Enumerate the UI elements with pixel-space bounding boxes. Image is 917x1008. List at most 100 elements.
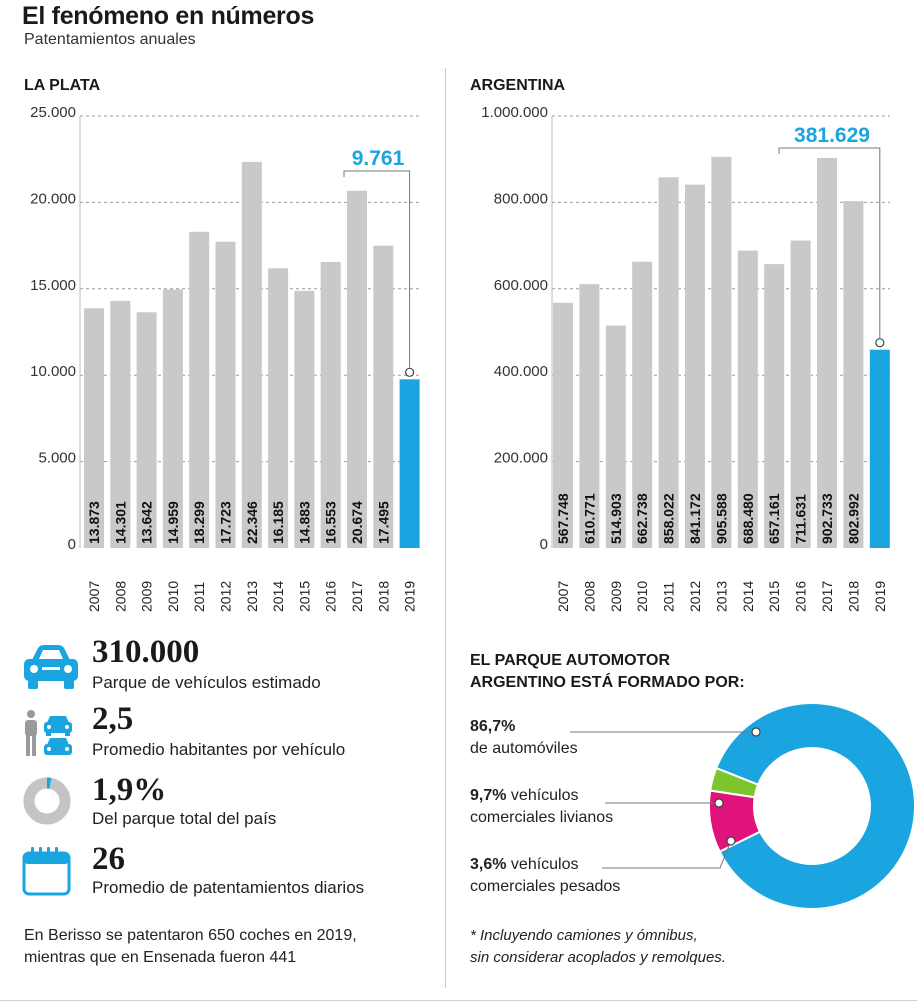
laplata-bar-2007: [84, 308, 104, 548]
argentina-ytick-label: 600.000: [494, 277, 548, 294]
segment-label-light: 9,7% vehículos comerciales livianos: [470, 785, 613, 829]
argentina-value-label: 662.738: [634, 493, 650, 544]
laplata-xtick-label: 2011: [191, 582, 207, 612]
laplata-value-label: 14.959: [165, 501, 181, 544]
laplata-value-label: 22.346: [244, 501, 260, 544]
laplata-value-label: 14.883: [296, 501, 312, 544]
laplata-xtick-label: 2007: [86, 581, 102, 612]
footnote: * Incluyendo camiones y ómnibus, sin con…: [470, 925, 800, 969]
laplata-bar-2010: [162, 289, 183, 548]
bottom-rule: [0, 1000, 917, 1001]
laplata-xtick-label: 2008: [112, 581, 128, 612]
center-divider: [445, 68, 446, 988]
argentina-callout-line: [778, 147, 881, 339]
note-right-line2: sin considerar acoplados y remolques.: [470, 949, 726, 966]
laplata-bar-2016: [320, 261, 341, 548]
argentina-ytick-label: 0: [540, 536, 548, 553]
argentina-xtick-label: 2011: [661, 582, 677, 612]
note-left-line1: En Berisso se patentaron 650 coches en 2…: [24, 927, 357, 944]
argentina-xtick-label: 2008: [581, 581, 597, 612]
argentina-xtick-label: 2009: [608, 581, 624, 612]
laplata-bar-2017: [347, 190, 367, 548]
laplata-bar-2014: [268, 268, 289, 548]
laplata-bar-2008: [110, 300, 131, 548]
argentina-bar-2016: [790, 240, 811, 548]
argentina-chart-title: ARGENTINA: [470, 77, 566, 94]
berisso-ensenada-note: En Berisso se patentaron 650 coches en 2…: [24, 925, 434, 969]
laplata-ytick-label: 0: [68, 536, 76, 553]
argentina-value-label: 711.631: [793, 494, 809, 544]
argentina-bar-2012: [685, 184, 705, 548]
segment-cars-pct: 86,7%: [470, 718, 516, 735]
argentina-bar-2014: [737, 250, 758, 548]
laplata-highlight-marker: [405, 367, 415, 377]
donut-leader-marker: [726, 836, 736, 846]
laplata-xtick-label: 2019: [402, 581, 418, 612]
argentina-bar-2013: [711, 156, 732, 548]
laplata-xtick-label: 2015: [296, 581, 312, 612]
people-cars-icon: [25, 710, 72, 756]
car-icon: [24, 645, 78, 689]
laplata-bar-2013: [241, 161, 262, 548]
argentina-xtick-label: 2010: [634, 581, 650, 612]
argentina-value-label: 858.022: [661, 493, 677, 544]
laplata-ytick-label: 25.000: [30, 104, 76, 121]
stat-inhabitants-desc: Promedio habitantes por vehículo: [92, 740, 346, 759]
laplata-value-label: 13.642: [139, 501, 155, 544]
argentina-xtick-label: 2013: [713, 581, 729, 612]
argentina-value-label: 905.588: [713, 493, 729, 544]
laplata-value-label: 20.674: [349, 501, 365, 544]
argentina-xtick-label: 2017: [819, 581, 835, 612]
laplata-xtick-label: 2012: [218, 581, 234, 612]
calendar-icon: [22, 847, 71, 896]
stat-daily-registrations-value: 26: [92, 841, 125, 877]
argentina-bar-2010: [632, 261, 653, 548]
argentina-ytick-label: 1.000.000: [481, 104, 548, 121]
laplata-ytick-label: 20.000: [30, 190, 76, 207]
laplata-value-label: 14.301: [112, 501, 128, 544]
bar-charts: 0 5.000 10.000 15.000 20.000 25.000 13.873 2007…: [30, 104, 890, 612]
argentina-bar-2008: [579, 284, 600, 548]
page-title: El fenómeno en números: [22, 2, 315, 30]
segment-light-text-a: vehículos: [506, 787, 579, 804]
segment-heavy-text-b: comerciales pesados: [470, 878, 621, 895]
laplata-bar-2009: [136, 312, 157, 548]
segment-cars-text: de automóviles: [470, 740, 578, 757]
laplata-value-label: 13.873: [86, 501, 102, 544]
laplata-callout-line: [343, 170, 411, 369]
argentina-bar-2015: [764, 264, 785, 548]
park-title-line2: ARGENTINO ESTÁ FORMADO POR:: [470, 674, 745, 691]
laplata-xtick-label: 2017: [349, 581, 365, 612]
laplata-value-label: 16.553: [323, 501, 339, 544]
argentina-bar-2011: [658, 177, 679, 548]
argentina-value-label: 610.771: [581, 493, 597, 544]
argentina-value-label: 567.748: [555, 493, 571, 544]
donut-leader-marker: [714, 798, 724, 808]
laplata-xtick-label: 2018: [375, 581, 391, 612]
donut-leader-marker: [751, 727, 761, 737]
note-right-line1: * Incluyendo camiones y ómnibus,: [470, 927, 698, 944]
argentina-xtick-label: 2012: [687, 581, 703, 612]
laplata-ytick-label: 10.000: [30, 363, 76, 380]
stat-vehicle-park-value: 310.000: [92, 634, 200, 670]
laplata-bar-2015: [294, 290, 315, 548]
donut-slice-light: [708, 789, 762, 853]
laplata-xtick-label: 2009: [139, 581, 155, 612]
donut-leader-line: [602, 840, 732, 869]
laplata-bar-2012: [215, 241, 236, 548]
laplata-bar-2011: [189, 231, 210, 548]
segment-label-heavy: 3,6% vehículos comerciales pesados: [470, 854, 620, 898]
argentina-highlight-marker: [875, 338, 885, 348]
donut-slice-heavy: [709, 766, 760, 799]
laplata-bar-2018: [373, 245, 394, 548]
stat-country-share-desc: Del parque total del país: [92, 809, 277, 828]
laplata-value-label: 18.299: [191, 501, 207, 544]
segment-label-cars: 86,7% de automóviles: [470, 716, 578, 760]
argentina-xtick-label: 2019: [872, 581, 888, 612]
argentina-xtick-label: 2014: [740, 581, 756, 612]
laplata-bar-2019: [399, 379, 420, 548]
stat-vehicle-park-desc: Parque de vehículos estimado: [92, 673, 321, 692]
argentina-value-label: 657.161: [766, 493, 782, 544]
argentina-ytick-label: 800.000: [494, 190, 548, 207]
laplata-value-label: 17.495: [375, 501, 391, 544]
